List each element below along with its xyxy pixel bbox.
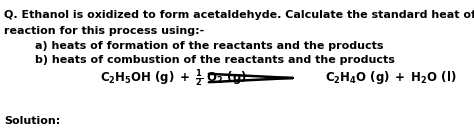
Text: a) heats of formation of the reactants and the products: a) heats of formation of the reactants a…	[4, 41, 383, 51]
Text: reaction for this process using:-: reaction for this process using:-	[4, 26, 204, 36]
Text: $\mathregular{C_2H_4O\ (g)\ +\ H_2O\ (l)}$: $\mathregular{C_2H_4O\ (g)\ +\ H_2O\ (l)…	[325, 70, 456, 87]
Text: Solution:: Solution:	[4, 116, 60, 126]
Text: Q. Ethanol is oxidized to form acetaldehyde. Calculate the standard heat of: Q. Ethanol is oxidized to form acetaldeh…	[4, 10, 474, 20]
Text: b) heats of combustion of the reactants and the products: b) heats of combustion of the reactants …	[4, 55, 395, 65]
Text: $\mathregular{C_2H_5OH\ (g)\ +\ \frac{1}{2}\ O_2\ (g)}$: $\mathregular{C_2H_5OH\ (g)\ +\ \frac{1}…	[100, 67, 247, 89]
